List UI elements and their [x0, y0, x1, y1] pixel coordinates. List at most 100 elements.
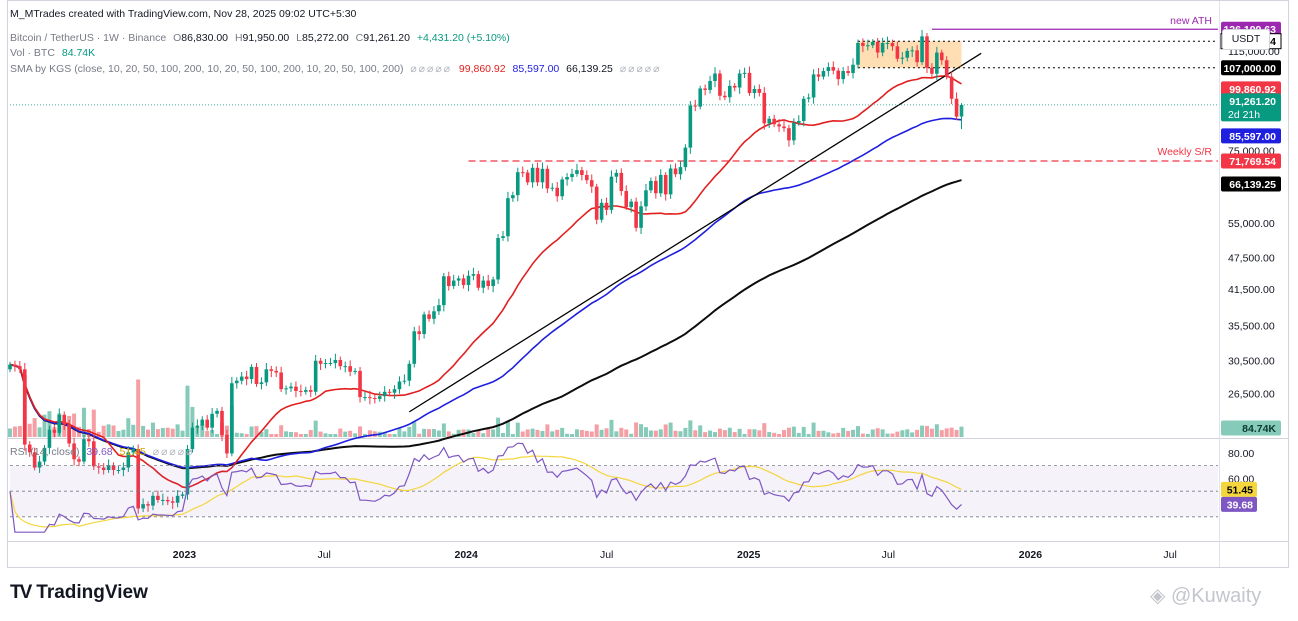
volume-bar	[42, 414, 47, 437]
candle-body	[13, 364, 17, 367]
candle-body	[363, 397, 367, 399]
volume-bar	[367, 430, 372, 437]
volume-bar	[639, 424, 644, 437]
sma-blue-price-tag	[1221, 128, 1281, 144]
candle-body	[220, 410, 224, 435]
volume-bar	[727, 427, 732, 437]
volume-bar	[560, 427, 565, 437]
volume-bar	[678, 431, 683, 437]
volume-bar	[698, 425, 703, 437]
volume-bar	[786, 427, 791, 437]
volume-bar	[742, 434, 747, 437]
rsi-tick-label: 80.00	[1228, 448, 1254, 460]
volume-bar	[900, 430, 905, 437]
candle-body	[106, 465, 111, 470]
candle-body	[900, 57, 905, 59]
candle-body	[580, 170, 584, 175]
rsi-value: 39.68	[86, 446, 113, 458]
volume-bar	[72, 413, 77, 437]
volume-bar	[688, 420, 693, 437]
volume-bar	[121, 429, 126, 437]
volume-bar	[757, 430, 762, 437]
candle-body	[668, 168, 673, 195]
candle-body	[116, 469, 121, 471]
candle-body	[520, 172, 525, 174]
candle-body	[284, 388, 288, 390]
rsi-ma-value: 51.45	[119, 446, 146, 458]
volume-bar	[806, 434, 811, 437]
sma-blue-line	[9, 117, 962, 469]
rsi-tag-text: 39.68	[1227, 499, 1253, 511]
candle-body	[190, 427, 195, 449]
ohlc-legend[interactable]: Bitcoin / TetherUS · 1W · Binance O86,83…	[10, 32, 510, 44]
rsi-legend[interactable]: RSI (14, close) 39.68 51.45 ⌀⌀⌀⌀⌀	[10, 446, 195, 458]
candle-body	[254, 366, 259, 385]
candle-body	[501, 236, 505, 238]
volume-bar	[574, 429, 579, 437]
volume-bar	[505, 420, 510, 437]
volume-bar	[441, 423, 446, 437]
chart-frame	[7, 0, 1289, 568]
candle-body	[570, 173, 574, 178]
candle-body	[427, 314, 431, 319]
volume-bar	[530, 428, 535, 437]
weekly-sr-price-tag	[1221, 153, 1281, 169]
candle-body	[373, 398, 377, 400]
candle-body	[678, 167, 683, 175]
candle-body	[496, 237, 500, 280]
candle-body	[412, 331, 417, 364]
volume-bar	[668, 422, 673, 437]
currency-button[interactable]: USDT	[1222, 29, 1270, 50]
candle-body	[161, 499, 165, 501]
candle-body	[274, 370, 279, 373]
candle-body	[870, 41, 875, 46]
candle-body	[762, 92, 767, 124]
volume-bar	[624, 429, 629, 437]
candle-body	[461, 278, 466, 285]
volume-bar	[954, 429, 959, 437]
volume-bar	[382, 432, 387, 437]
candle-body	[87, 439, 91, 442]
volume-bar	[920, 425, 925, 437]
volume-bar	[387, 434, 392, 437]
high-value: 91,950.00	[242, 32, 290, 44]
candle-body	[377, 396, 382, 399]
volume-bar	[826, 432, 831, 437]
candle-body	[328, 363, 333, 365]
candle-body	[880, 42, 885, 53]
candle-body	[456, 278, 461, 281]
candle-body	[693, 105, 698, 107]
candle-body	[575, 170, 579, 174]
candle-body	[313, 360, 318, 392]
x-tick-label: Jul	[600, 549, 613, 561]
y-tick-label: 35,500.00	[1228, 320, 1275, 332]
candle-body	[604, 202, 609, 210]
volume-bar	[348, 430, 353, 437]
volume-bar	[47, 411, 52, 437]
volume-bar	[397, 428, 402, 437]
candle-body	[782, 126, 786, 129]
volume-bar	[101, 425, 106, 437]
current-price-tag-countdown: 2d 21h	[1228, 109, 1260, 121]
volume-bar	[146, 429, 151, 437]
volume-bar	[210, 429, 215, 437]
volume-bar	[501, 433, 505, 437]
candle-body	[22, 369, 27, 445]
candle-body	[718, 73, 722, 96]
volume-bar	[520, 431, 525, 437]
tradingview-logo-icon: TV	[10, 582, 32, 603]
volume-legend[interactable]: Vol · BTC 84.74K	[10, 47, 96, 59]
volume-bar	[732, 432, 737, 437]
volume-bar	[476, 430, 481, 437]
candle-body	[146, 504, 150, 506]
y-tick-label: 26,500.00	[1228, 389, 1275, 401]
volume-bar	[614, 431, 619, 437]
x-tick-label: Jul	[882, 549, 895, 561]
sma-legend[interactable]: SMA by KGS (close, 10, 20, 50, 100, 200,…	[10, 63, 662, 75]
candle-body	[402, 380, 407, 382]
candle-body	[846, 71, 850, 74]
volume-bar	[634, 422, 639, 437]
volume-bar	[905, 429, 910, 437]
volume-bar	[801, 426, 806, 437]
